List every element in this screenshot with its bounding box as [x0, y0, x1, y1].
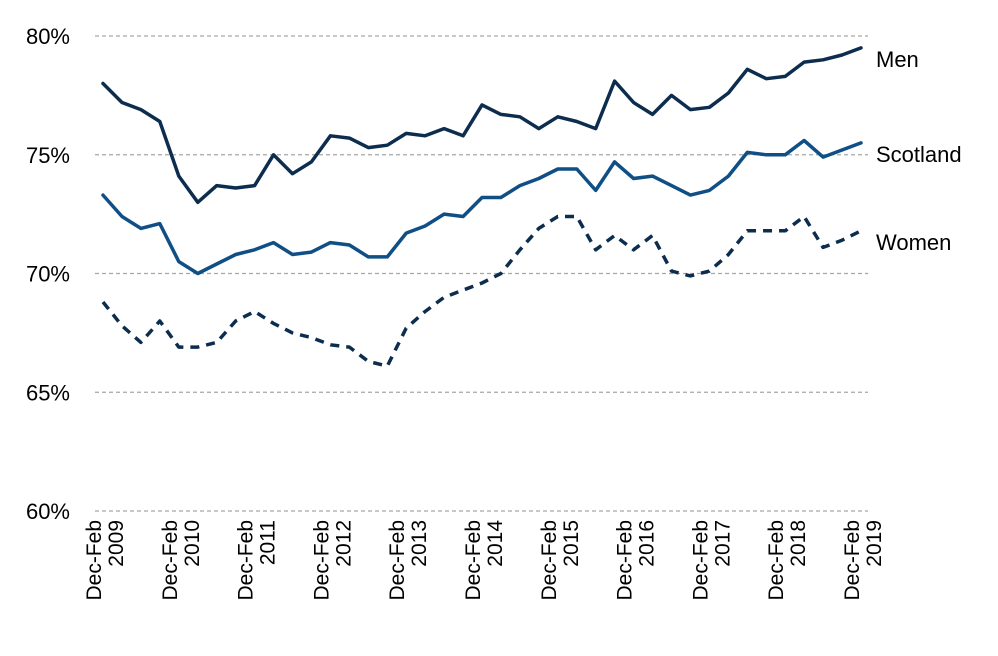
series-label-men: Men — [876, 47, 919, 72]
x-tick-label: Dec-Feb 2019 — [841, 520, 886, 601]
x-tick-label-line2: 2010 — [181, 520, 204, 567]
y-tick-label: 70% — [26, 262, 70, 287]
x-tick-label-line1: Dec-Feb — [841, 520, 864, 601]
x-tick-label-line1: Dec-Feb — [83, 520, 106, 601]
x-tick-label: Dec-Feb 2017 — [689, 520, 734, 601]
x-tick-label-line1: Dec-Feb — [159, 520, 182, 601]
x-tick-label-line2: 2015 — [560, 520, 583, 567]
x-tick-label-line2: 2009 — [105, 520, 128, 567]
x-tick-label: Dec-Feb 2009 — [83, 520, 128, 601]
series-label-women: Women — [876, 230, 951, 255]
y-tick-label: 60% — [26, 499, 70, 524]
x-tick-label: Dec-Feb 2018 — [765, 520, 810, 601]
x-tick-label-line2: 2018 — [787, 520, 810, 567]
x-tick-label-line2: 2014 — [484, 520, 507, 567]
gridlines — [95, 35, 868, 512]
x-tick-label-line1: Dec-Feb — [765, 520, 788, 601]
x-axis: Dec-Feb 2009 Dec-Feb 2010 Dec-Feb 2011 Dec-Feb… — [83, 520, 886, 601]
y-axis: 60% 65% 70% 75% 80% — [26, 24, 70, 524]
y-tick-label: 75% — [26, 143, 70, 168]
x-tick-label-line2: 2013 — [408, 520, 431, 567]
x-tick-label-line1: Dec-Feb — [614, 520, 637, 601]
x-tick-label-line2: 2016 — [636, 520, 659, 567]
y-tick-label: 80% — [26, 24, 70, 49]
series-line-women — [101, 214, 862, 368]
x-tick-label: Dec-Feb 2015 — [538, 520, 583, 601]
x-tick-label: Dec-Feb 2012 — [310, 520, 355, 601]
series-line-scotland — [101, 138, 863, 276]
series-lines — [101, 46, 863, 368]
y-tick-label: 65% — [26, 380, 70, 405]
x-tick-label-line1: Dec-Feb — [538, 520, 561, 601]
series-labels: Men Scotland Women — [876, 47, 962, 255]
x-tick-label: Dec-Feb 2011 — [235, 520, 280, 601]
x-tick-label-line2: 2011 — [257, 520, 280, 565]
x-tick-label-line1: Dec-Feb — [689, 520, 712, 601]
x-tick-label: Dec-Feb 2010 — [159, 520, 204, 601]
x-tick-label-line2: 2019 — [863, 520, 886, 567]
x-tick-label-line2: 2012 — [332, 520, 355, 567]
x-tick-label-line2: 2017 — [711, 520, 734, 567]
x-tick-label: Dec-Feb 2016 — [614, 520, 659, 601]
series-line-men — [101, 46, 863, 205]
x-tick-label-line1: Dec-Feb — [386, 520, 409, 601]
x-tick-label-line1: Dec-Feb — [462, 520, 485, 601]
series-label-scotland: Scotland — [876, 142, 962, 167]
x-tick-label: Dec-Feb 2014 — [462, 520, 507, 601]
x-tick-label-line1: Dec-Feb — [310, 520, 333, 601]
x-tick-label-line1: Dec-Feb — [235, 520, 258, 601]
x-tick-label: Dec-Feb 2013 — [386, 520, 431, 601]
